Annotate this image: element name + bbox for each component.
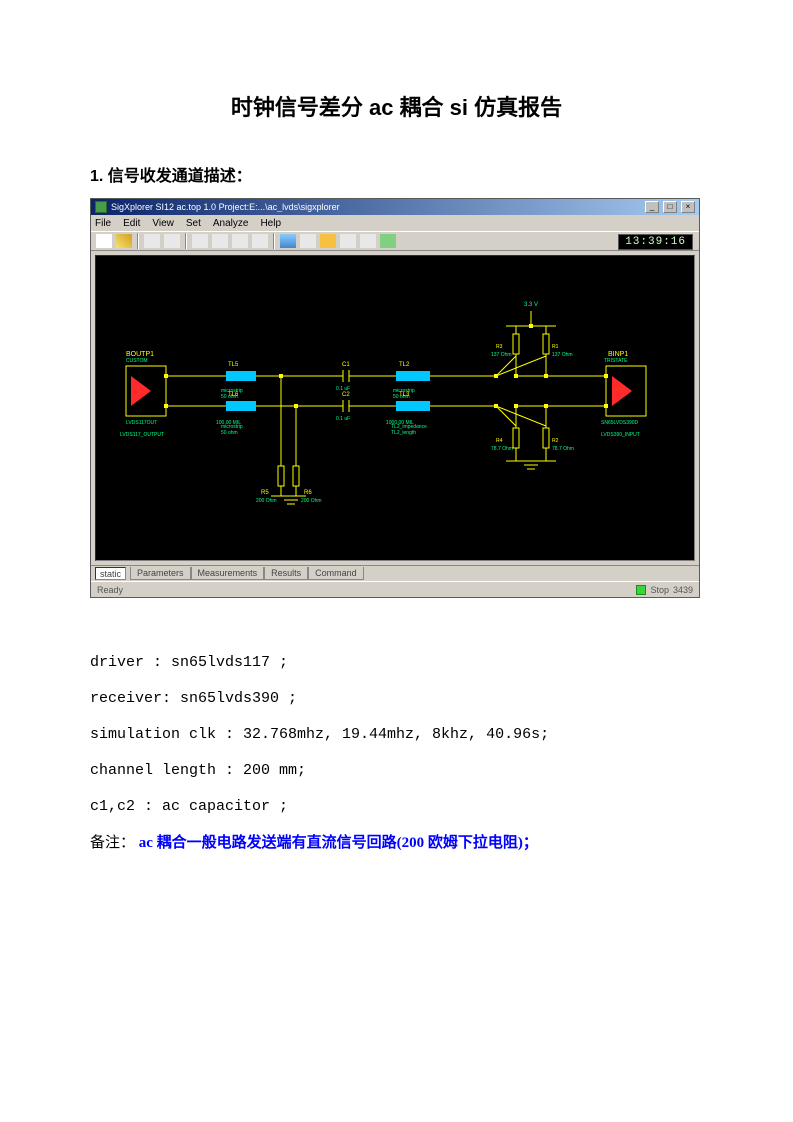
toolbar-button[interactable] — [339, 233, 357, 249]
menubar: File Edit View Set Analyze Help — [91, 215, 699, 231]
svg-text:TL3: TL3 — [399, 392, 410, 398]
status-right: Stop 3439 — [636, 585, 693, 595]
svg-text:R5: R5 — [261, 490, 269, 496]
schematic-canvas[interactable]: BOUTP1CUSTOMLVDS117OUTLVDS117_OUTPUTTL5m… — [95, 255, 695, 561]
status-left: Ready — [97, 585, 123, 595]
svg-text:BINP1: BINP1 — [608, 351, 628, 358]
toolbar-separator — [137, 233, 139, 249]
svg-text:3.3 V: 3.3 V — [524, 302, 538, 308]
toolbar-button[interactable] — [379, 233, 397, 249]
simclk-line: simulation clk : 32.768mhz, 19.44mhz, 8k… — [90, 720, 703, 750]
toolbar-button[interactable] — [251, 233, 269, 249]
svg-text:50 ohm: 50 ohm — [221, 430, 238, 436]
toolbar-button[interactable] — [231, 233, 249, 249]
status-stop: Stop — [650, 585, 669, 595]
svg-text:TRISTATE: TRISTATE — [604, 358, 628, 364]
sigxplorer-window: SigXplorer SI12 ac.top 1.0 Project:E:...… — [90, 198, 700, 598]
receiver-line: receiver: sn65lvds390 ; — [90, 684, 703, 714]
toolbar: 13:39:16 — [91, 231, 699, 251]
svg-text:C2: C2 — [342, 392, 350, 398]
svg-text:CUSTOM: CUSTOM — [126, 358, 148, 364]
toolbar-separator — [273, 233, 275, 249]
menu-analyze[interactable]: Analyze — [213, 218, 249, 229]
capacitor-line: c1,c2 : ac capacitor ; — [90, 792, 703, 822]
svg-text:TL2_length: TL2_length — [391, 430, 416, 436]
app-icon — [95, 201, 107, 213]
toolbar-button[interactable] — [299, 233, 317, 249]
canvas-frame: BOUTP1CUSTOMLVDS117OUTLVDS117_OUTPUTTL5m… — [91, 251, 699, 565]
status-num: 3439 — [673, 585, 693, 595]
window-titlebar: SigXplorer SI12 ac.top 1.0 Project:E:...… — [91, 199, 699, 215]
svg-text:137 Ohm: 137 Ohm — [491, 352, 512, 358]
svg-text:78.7 Ohm: 78.7 Ohm — [491, 446, 513, 452]
tab-parameters[interactable]: Parameters — [130, 567, 191, 580]
static-label: static — [95, 567, 126, 580]
svg-text:LVDS390_INPUT: LVDS390_INPUT — [601, 432, 640, 438]
bottom-tabs: static Parameters Measurements Results C… — [91, 565, 699, 581]
svg-text:200 Ohm: 200 Ohm — [301, 498, 322, 504]
tab-measurements[interactable]: Measurements — [191, 567, 265, 580]
page-title: 时钟信号差分 ac 耦合 si 仿真报告 — [90, 90, 703, 122]
menu-view[interactable]: View — [152, 218, 174, 229]
svg-text:C1: C1 — [342, 362, 350, 368]
status-led-icon — [636, 585, 646, 595]
tab-command[interactable]: Command — [308, 567, 364, 580]
section-1-heading: 1. 信号收发通道描述： — [90, 162, 703, 186]
tab-results[interactable]: Results — [264, 567, 308, 580]
channel-length-line: channel length : 200 mm; — [90, 756, 703, 786]
toolbar-button[interactable] — [95, 233, 113, 249]
svg-text:TL6: TL6 — [228, 392, 239, 398]
svg-text:R4: R4 — [496, 438, 503, 444]
svg-text:R6: R6 — [304, 490, 312, 496]
note-line: 备注： ac 耦合一般电路发送端有直流信号回路(200 欧姆下拉电阻)； — [90, 828, 703, 859]
note-prefix: 备注： — [90, 834, 135, 851]
svg-text:BOUTP1: BOUTP1 — [126, 351, 154, 358]
svg-text:200 Ohm: 200 Ohm — [256, 498, 277, 504]
toolbar-separator — [185, 233, 187, 249]
maximize-button[interactable]: □ — [663, 201, 677, 213]
body-text: driver : sn65lvds117 ; receiver: sn65lvd… — [90, 648, 703, 859]
close-button[interactable]: × — [681, 201, 695, 213]
toolbar-button[interactable] — [319, 233, 337, 249]
statusbar: Ready Stop 3439 — [91, 581, 699, 597]
menu-help[interactable]: Help — [260, 218, 281, 229]
svg-text:TL2: TL2 — [399, 362, 410, 368]
svg-text:LVDS117_OUTPUT: LVDS117_OUTPUT — [120, 432, 164, 438]
clock-display: 13:39:16 — [618, 234, 693, 250]
note-text: ac 耦合一般电路发送端有直流信号回路(200 欧姆下拉电阻)； — [135, 835, 538, 851]
schematic-svg: BOUTP1CUSTOMLVDS117OUTLVDS117_OUTPUTTL5m… — [96, 256, 696, 556]
svg-text:SN65LVDS390D: SN65LVDS390D — [601, 420, 639, 426]
titlebar-text: SigXplorer SI12 ac.top 1.0 Project:E:...… — [111, 202, 641, 212]
svg-text:78.7 Ohm: 78.7 Ohm — [552, 446, 574, 452]
toolbar-button[interactable] — [143, 233, 161, 249]
svg-text:R2: R2 — [552, 438, 559, 444]
menu-edit[interactable]: Edit — [123, 218, 140, 229]
svg-text:137 Ohm: 137 Ohm — [552, 352, 573, 358]
svg-text:0.1 uF: 0.1 uF — [336, 416, 350, 422]
svg-text:R3: R3 — [496, 344, 503, 350]
svg-text:R1: R1 — [552, 344, 559, 350]
toolbar-button[interactable] — [191, 233, 209, 249]
menu-file[interactable]: File — [95, 218, 111, 229]
driver-line: driver : sn65lvds117 ; — [90, 648, 703, 678]
toolbar-button[interactable] — [163, 233, 181, 249]
svg-text:TL5: TL5 — [228, 362, 239, 368]
minimize-button[interactable]: _ — [645, 201, 659, 213]
toolbar-button[interactable] — [211, 233, 229, 249]
toolbar-button[interactable] — [359, 233, 377, 249]
svg-text:LVDS117OUT: LVDS117OUT — [126, 420, 157, 426]
toolbar-button[interactable] — [115, 233, 133, 249]
menu-set[interactable]: Set — [186, 218, 201, 229]
toolbar-button[interactable] — [279, 233, 297, 249]
